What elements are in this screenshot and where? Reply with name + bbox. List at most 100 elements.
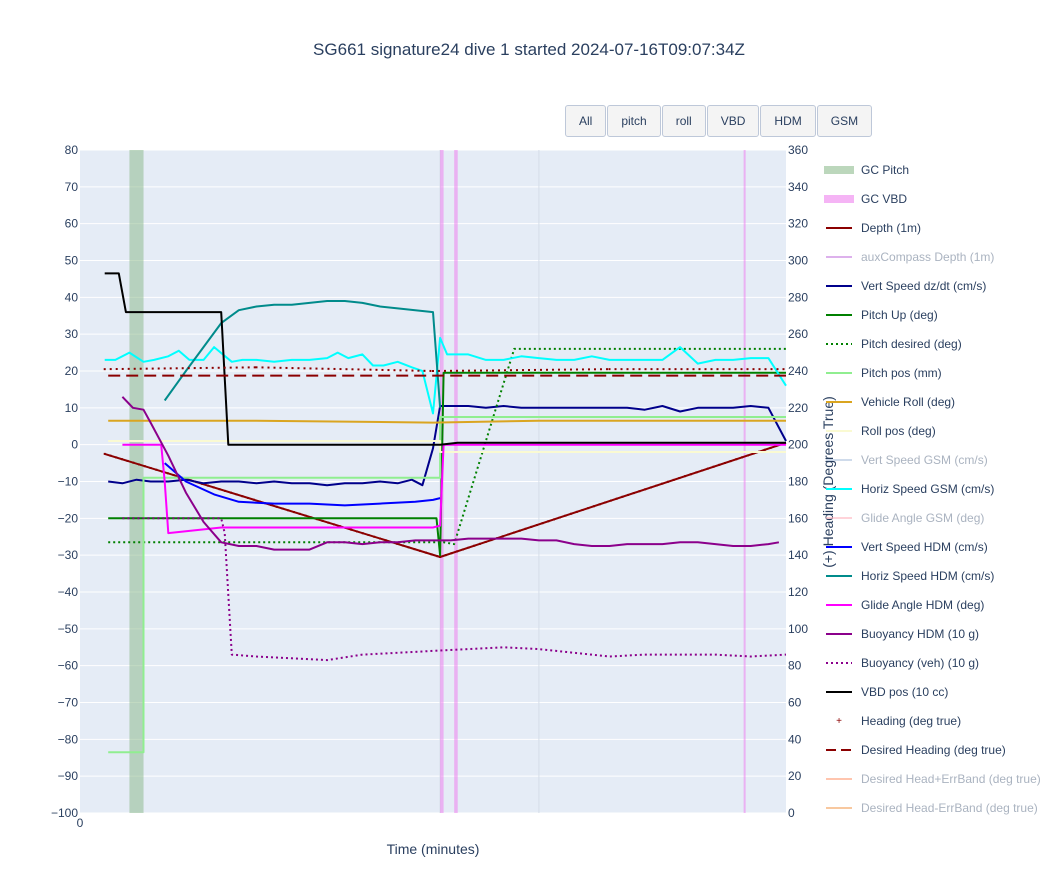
series-marker [593, 368, 596, 371]
series-marker [235, 366, 238, 369]
series-marker [103, 368, 106, 371]
series-marker [423, 369, 426, 372]
series-marker [473, 369, 476, 372]
roll-button[interactable]: roll [661, 105, 706, 137]
series-marker [521, 369, 524, 372]
legend-item-buoyancy-veh-10-g[interactable]: Buoyancy (veh) (10 g) [822, 648, 1052, 677]
series-marker [575, 510, 578, 513]
left-tick-label: −20 [58, 511, 79, 525]
left-tick-label: 70 [65, 180, 79, 194]
series-marker [450, 552, 453, 555]
legend-label: Desired Head+ErrBand (deg true) [861, 771, 1041, 786]
legend-item-glide-angle-hdm-deg[interactable]: Glide Angle HDM (deg) [822, 590, 1052, 619]
series-marker [333, 367, 336, 370]
legend-label: Vert Speed GSM (cm/s) [861, 452, 988, 467]
pitch-button[interactable]: pitch [607, 105, 661, 137]
legend-item-roll-pos-deg[interactable]: Roll pos (deg) [822, 416, 1052, 445]
legend-item-vehicle-roll-deg[interactable]: Vehicle Roll (deg) [822, 387, 1052, 416]
all-button[interactable]: All [565, 105, 607, 137]
legend-item-vert-speed-hdm-cm-s[interactable]: Vert Speed HDM (cm/s) [822, 532, 1052, 561]
right-axis-ticks: 3603403203002802602402202001801601401201… [788, 143, 808, 820]
series-marker [247, 496, 250, 499]
series-marker [241, 366, 244, 369]
legend-item-vert-speed-gsm-cm-s[interactable]: Vert Speed GSM (cm/s) [822, 445, 1052, 474]
legend-label: Vert Speed dz/dt (cm/s) [861, 278, 987, 293]
legend-item-buoyancy-hdm-10-g[interactable]: Buoyancy HDM (10 g) [822, 619, 1052, 648]
series-marker [686, 368, 689, 371]
legend-item-heading-deg-true[interactable]: + Heading (deg true) [822, 706, 1052, 735]
series-marker [752, 452, 755, 455]
legend-item-horiz-speed-hdm-cm-s[interactable]: Horiz Speed HDM (cm/s) [822, 561, 1052, 590]
gsm-button[interactable]: GSM [816, 105, 873, 137]
series-marker [361, 532, 364, 535]
series-marker [115, 368, 118, 371]
series-marker [728, 368, 731, 371]
legend-item-depth-1m[interactable]: Depth (1m) [822, 213, 1052, 242]
series-marker [473, 544, 476, 547]
series-marker [723, 461, 726, 464]
series-marker [279, 366, 282, 369]
series-marker [456, 550, 459, 553]
series-marker [218, 488, 221, 491]
legend-item-desired-heading-deg-true[interactable]: Desired Heading (deg true) [822, 735, 1052, 764]
horiz-speed-gsm-cm-s-series [104, 336, 787, 415]
legend-item-horiz-speed-gsm-cm-s[interactable]: Horiz Speed GSM (cm/s) [822, 474, 1052, 503]
legend-item-gc-pitch[interactable]: GC Pitch [822, 155, 1052, 184]
series-marker [587, 507, 590, 510]
legend-item-auxcompass-depth-1m[interactable]: auxCompass Depth (1m) [822, 242, 1052, 271]
series-marker [211, 366, 214, 369]
series-marker [632, 492, 635, 495]
series-marker [120, 458, 123, 461]
hdm-button[interactable]: HDM [760, 105, 816, 137]
pitch-desired-deg-series [108, 347, 786, 546]
series-marker [614, 368, 617, 371]
legend-label: Buoyancy (veh) (10 g) [861, 655, 980, 670]
legend-label: Pitch Up (deg) [861, 307, 938, 322]
legend-item-pitch-pos-mm[interactable]: Pitch pos (mm) [822, 358, 1052, 387]
series-marker [199, 366, 202, 369]
series-marker [396, 542, 399, 545]
series-marker [241, 495, 244, 498]
legend-item-desired-head-errband-deg-true[interactable]: Desired Head-ErrBand (deg true) [822, 793, 1052, 822]
legend-item-vbd-pos-10-cc[interactable]: VBD pos (10 cc) [822, 677, 1052, 706]
series-marker [722, 368, 725, 371]
legend-item-gc-vbd[interactable]: GC VBD [822, 184, 1052, 213]
legend-label: GC Pitch [861, 162, 910, 177]
legend-item-vert-speed-dz-dt-cm-s[interactable]: Vert Speed dz/dt (cm/s) [822, 271, 1052, 300]
series-marker [478, 542, 481, 545]
vbd-button[interactable]: VBD [706, 105, 760, 137]
legend-item-pitch-up-deg[interactable]: Pitch Up (deg) [822, 300, 1052, 329]
series-marker [461, 369, 464, 372]
right-tick-label: 340 [788, 180, 808, 194]
series-marker [509, 369, 512, 372]
legend-label: Horiz Speed GSM (cm/s) [861, 481, 995, 496]
left-tick-label: −50 [58, 622, 79, 636]
legend-item-pitch-desired-deg[interactable]: Pitch desired (deg) [822, 329, 1052, 358]
series-marker [626, 368, 629, 371]
series-marker [605, 368, 608, 371]
series-marker [746, 368, 749, 371]
series-marker [109, 454, 112, 457]
left-tick-label: 30 [65, 327, 79, 341]
series-marker [172, 474, 175, 477]
legend-item-glide-angle-gsm-deg[interactable]: Glide Angle GSM (deg) [822, 503, 1052, 532]
series-marker [285, 366, 288, 369]
series-marker [270, 504, 273, 507]
series-marker [598, 503, 601, 506]
series-marker [281, 507, 284, 510]
series-marker [333, 523, 336, 526]
right-tick-label: 160 [788, 511, 808, 525]
series-marker [432, 370, 434, 372]
series-marker [752, 368, 755, 371]
left-tick-label: 80 [65, 143, 79, 157]
legend-item-desired-head-errband-deg-true[interactable]: Desired Head+ErrBand (deg true) [822, 764, 1052, 793]
series-marker [775, 445, 778, 448]
series-marker [291, 367, 294, 370]
right-tick-label: 60 [788, 696, 802, 710]
legend-label: Desired Head-ErrBand (deg true) [861, 800, 1038, 815]
series-marker [138, 463, 141, 466]
vert-speed-hdm-cm-s-series [164, 462, 441, 507]
series-marker [553, 518, 556, 521]
series-marker [518, 529, 521, 532]
